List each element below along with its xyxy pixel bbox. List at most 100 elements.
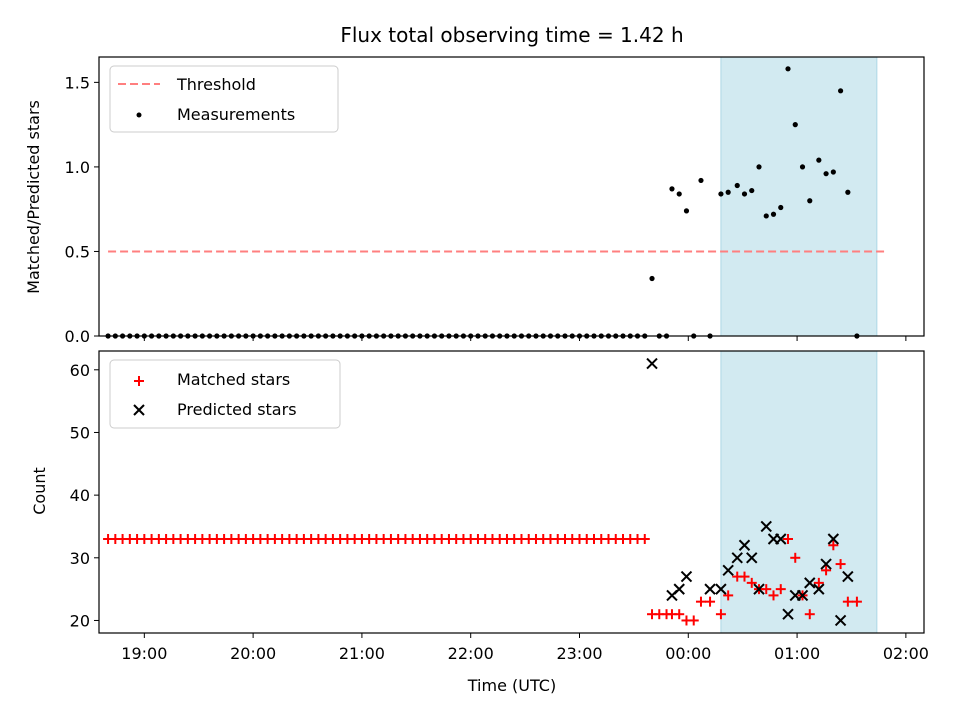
matched-star-point	[723, 590, 734, 601]
measurement-point	[763, 213, 769, 219]
matched-star-point	[715, 609, 726, 620]
top-plot-ratio: 0.0 0.5 1.0 1.5	[65, 56, 925, 346]
measurement-point	[683, 208, 690, 214]
measurement-point	[778, 204, 784, 211]
chart-title: Flux total observing time = 1.42 h	[340, 23, 683, 47]
y-tick-label: 20	[70, 611, 90, 630]
predicted-star-point	[813, 583, 825, 595]
x-tick-label: 00:00	[665, 644, 711, 663]
y-tick-label: 30	[70, 549, 90, 568]
predicted-star-point	[842, 570, 854, 583]
observing-window-band	[720, 350, 878, 634]
measurement-point	[649, 275, 655, 282]
measurement-point	[718, 191, 724, 197]
predicted-star-point	[646, 357, 658, 370]
legend-matched-label: Matched stars	[177, 370, 290, 389]
matched-star-point	[746, 577, 757, 588]
measurement-point	[676, 191, 682, 197]
x-tick-label: 19:00	[121, 644, 167, 663]
legend-matched-swatch	[134, 376, 144, 386]
predicted-star-point	[796, 589, 809, 602]
predicted-star-point	[804, 577, 816, 589]
matched-star-point	[804, 609, 815, 620]
measurement-point	[749, 187, 755, 194]
matched-star-point	[813, 577, 824, 588]
predicted-star-point	[722, 564, 734, 577]
x-tick-label: 01:00	[774, 644, 820, 663]
x-tick-label: 23:00	[556, 644, 602, 663]
measurement-point	[698, 177, 704, 184]
matched-star-point	[761, 584, 772, 595]
legend-threshold-label: Threshold	[176, 75, 256, 94]
top-ylabel: Matched/Predicted stars	[24, 100, 43, 294]
legend-measurements-label: Measurements	[177, 105, 295, 124]
measurement-point	[770, 211, 777, 217]
measurement-point	[799, 164, 806, 170]
y-tick-label: 1.0	[65, 158, 90, 177]
legend-measurement-swatch	[136, 112, 142, 118]
matched-star-point	[842, 596, 853, 607]
measurement-point	[823, 171, 829, 177]
y-tick-label: 0.5	[65, 242, 90, 261]
bottom-ylabel: Count	[30, 467, 49, 515]
measurement-point	[837, 88, 844, 94]
x-tick-label: 02:00	[883, 644, 929, 663]
x-tick-label: 21:00	[339, 644, 385, 663]
measurement-point	[845, 189, 851, 195]
y-tick-label: 40	[70, 486, 90, 505]
x-tick-label: 22:00	[448, 644, 494, 663]
x-tick-label: 20:00	[230, 644, 276, 663]
y-tick-label: 1.5	[65, 73, 90, 92]
predicted-star-point	[680, 570, 693, 583]
y-tick-label: 50	[70, 423, 90, 442]
predicted-star-point	[746, 552, 758, 564]
top-legend: Threshold Measurements	[109, 65, 339, 133]
legend-predicted-label: Predicted stars	[177, 400, 297, 419]
matched-star-point	[688, 615, 699, 626]
bottom-xlabel: Time (UTC)	[467, 676, 556, 695]
bottom-plot-counts: 20 30 40 50 60 19:00 20:00 21:00 22:00 23:00 00:00…	[70, 350, 929, 663]
bottom-plot-frame	[98, 350, 925, 634]
y-tick-label: 0.0	[65, 327, 90, 346]
matched-star-point	[783, 534, 794, 544]
matched-star-point	[768, 590, 779, 601]
predicted-star-point	[760, 520, 772, 533]
measurement-point	[785, 66, 791, 72]
bottom-legend: Matched stars Predicted stars	[109, 359, 341, 429]
matched-star-point	[851, 596, 862, 607]
matched-star-point	[790, 552, 801, 563]
top-plot-frame	[98, 56, 925, 337]
measurement-point	[807, 198, 813, 204]
predicted-star-point	[731, 552, 743, 564]
predicted-star-point	[834, 614, 847, 627]
legend-predicted-swatch	[133, 404, 145, 416]
predicted-star-point	[704, 583, 716, 595]
matched-star-point	[639, 534, 650, 544]
predicted-star-point	[673, 583, 685, 595]
matched-star-point	[775, 584, 786, 595]
measurement-point	[830, 169, 836, 175]
observing-window-band	[720, 56, 878, 337]
predicted-star-point	[827, 533, 840, 545]
matched-star-point	[739, 571, 750, 582]
predicted-star-point	[753, 583, 765, 595]
measurement-point	[741, 191, 748, 197]
matched-star-point	[828, 540, 839, 551]
matched-star-point	[705, 596, 716, 607]
predicted-star-point	[820, 558, 832, 570]
predicted-star-point	[782, 608, 794, 620]
matched-star-point	[821, 565, 832, 576]
measurement-point	[669, 186, 675, 192]
bottom-legend-box	[109, 359, 341, 429]
measurement-point	[816, 157, 822, 163]
measurement-point	[734, 182, 740, 189]
top-legend-box	[109, 65, 339, 133]
predicted-star-point	[775, 533, 787, 545]
measurement-point	[792, 122, 798, 128]
measurement-point	[756, 164, 762, 170]
matched-star-point	[695, 596, 706, 607]
y-tick-label: 60	[70, 361, 90, 380]
matched-star-point	[835, 559, 846, 570]
predicted-star-point	[715, 583, 727, 595]
